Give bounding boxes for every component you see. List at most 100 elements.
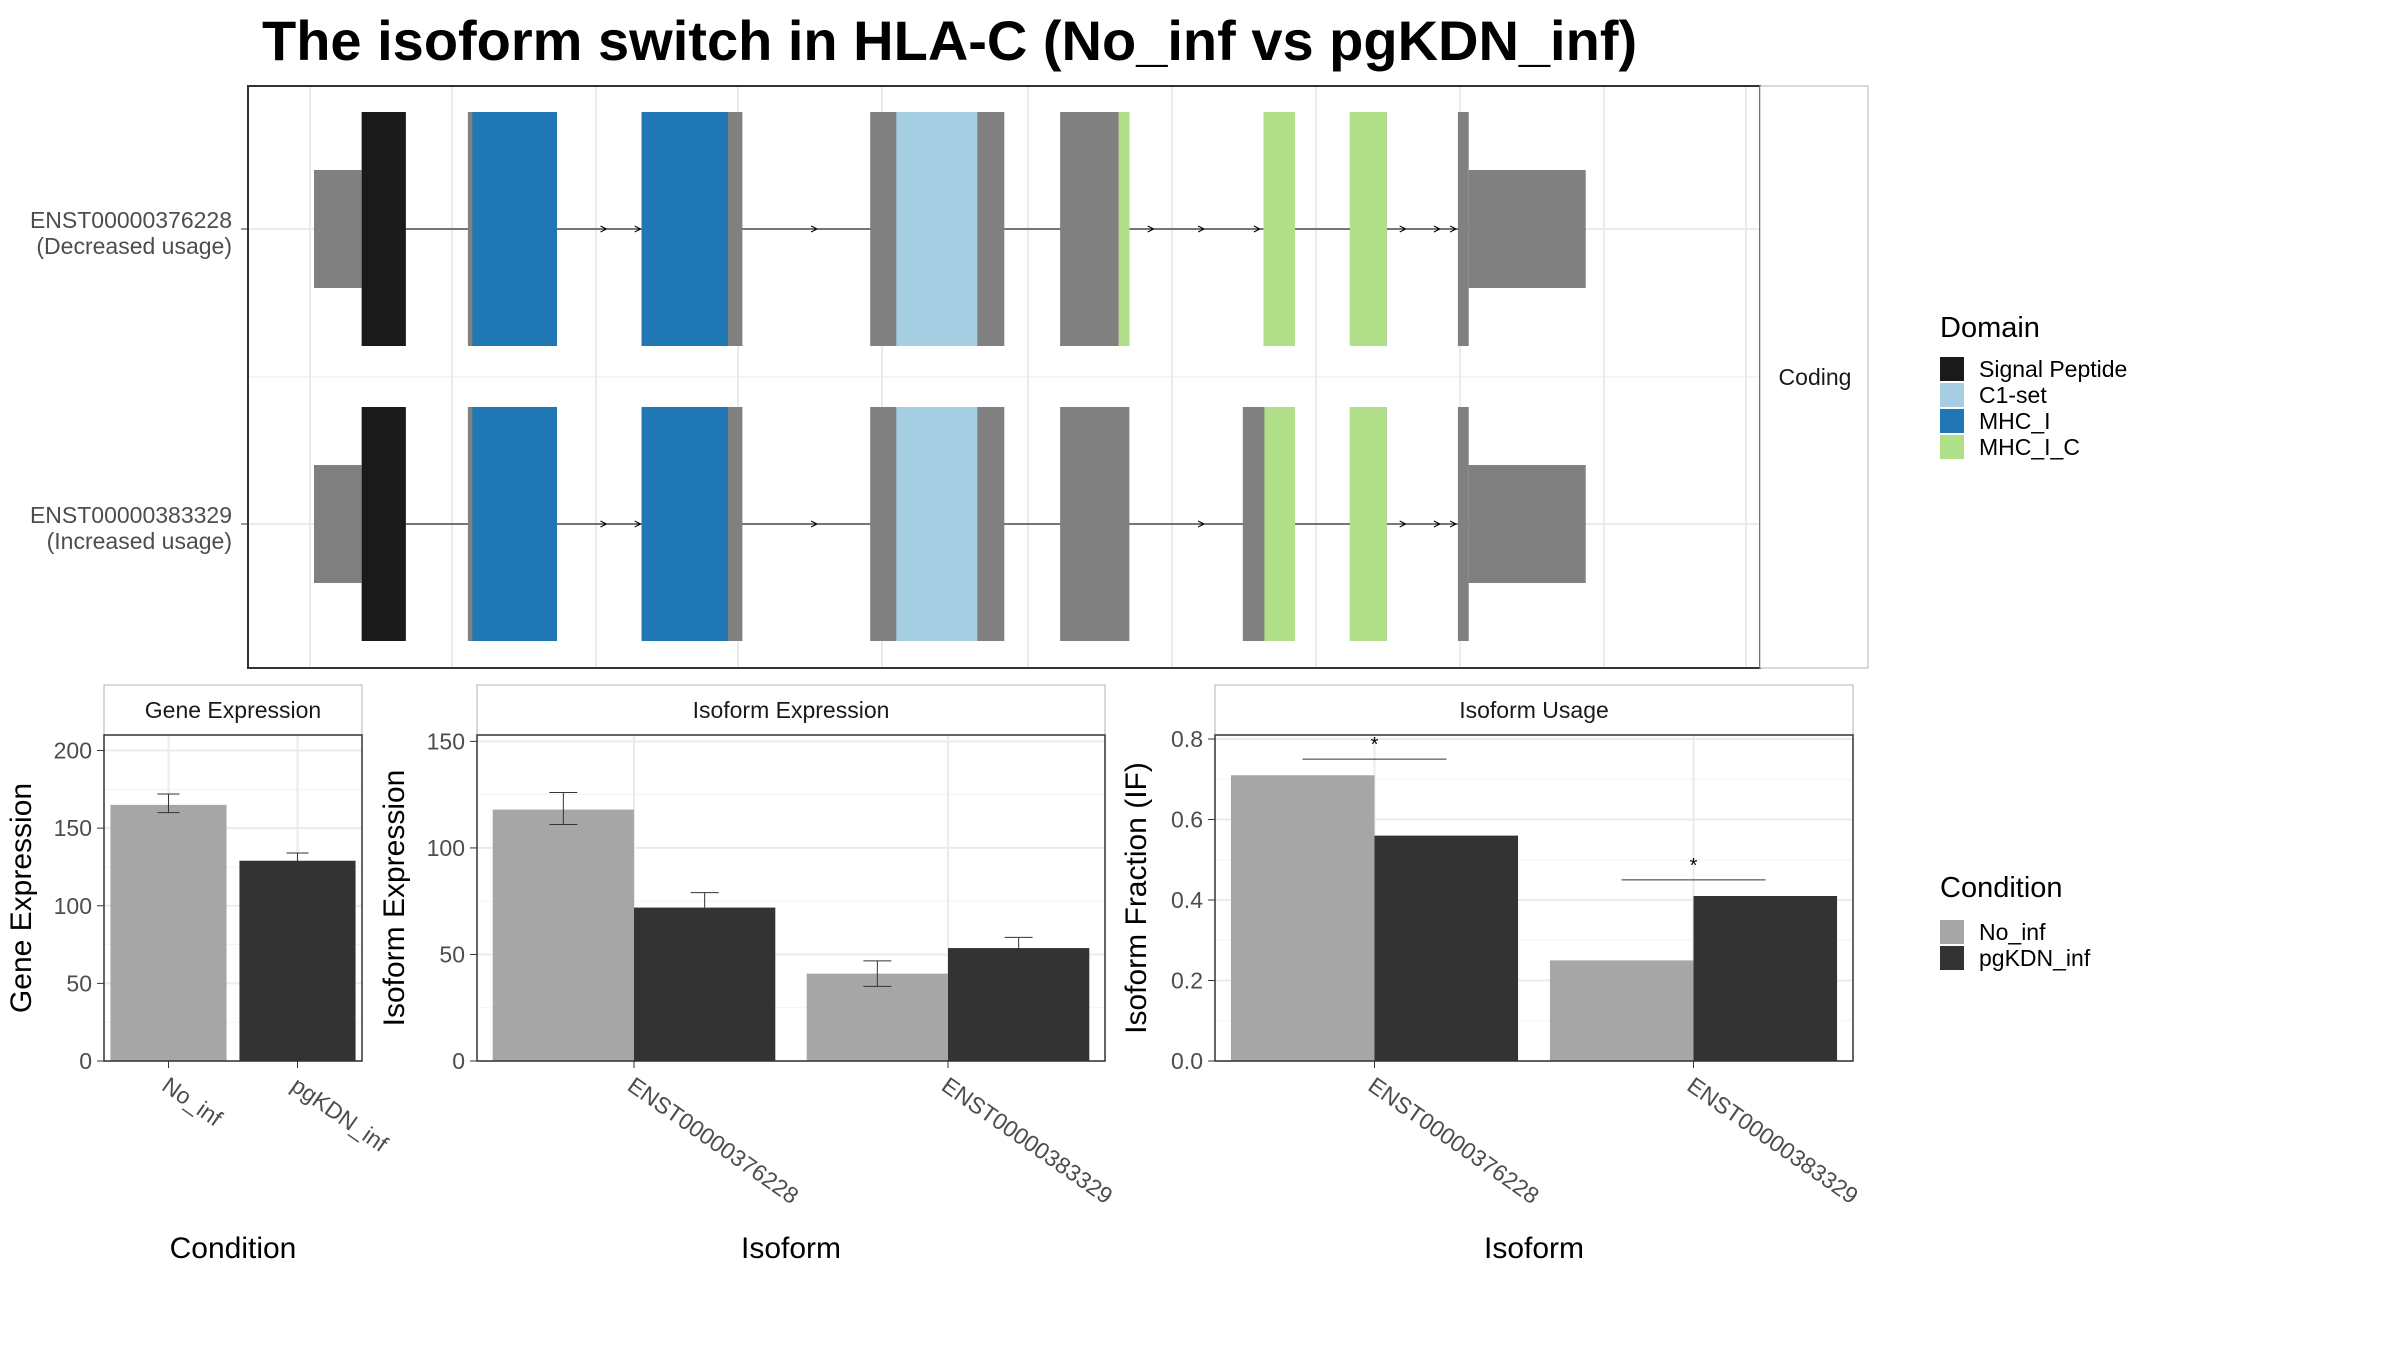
intron-direction-arrow (634, 225, 642, 233)
x-tick-label: pgKDN_inf (287, 1072, 394, 1157)
coding-exon (1457, 112, 1469, 346)
intron-direction-arrow (1197, 520, 1206, 528)
isoform-label: ENST00000376228 (30, 207, 232, 233)
x-tick-label: ENST00000376228 (1364, 1072, 1544, 1209)
y-axis-title: Isoform Expression (378, 770, 411, 1027)
strip (103, 684, 363, 736)
condition-legend-key-pgkdn-inf (1940, 946, 1964, 970)
x-axis-title: Condition (170, 1232, 297, 1265)
panel-border (103, 734, 363, 1062)
bar-pgkdn-inf (1374, 835, 1519, 1061)
domain-legend-label: MHC_I (1979, 408, 2051, 434)
domain-c1-set (896, 112, 978, 346)
structure-strip (1759, 85, 1869, 669)
condition-legend-label: pgKDN_inf (1979, 945, 2091, 971)
intron-direction-arrow (1433, 225, 1442, 233)
domain-legend-key-mhc-i (1940, 409, 1964, 433)
condition-legend-key-no-inf (1940, 920, 1964, 944)
bar-no-inf (806, 973, 948, 1061)
strip-label: Isoform Expression (693, 697, 890, 723)
intron-direction-arrow (1449, 520, 1458, 528)
y-tick-label: 50 (439, 941, 465, 967)
intron-direction-arrow (1433, 520, 1442, 528)
strip (476, 684, 1106, 736)
domain-mhc-i (472, 112, 557, 346)
domain-legend-label: MHC_I_C (1979, 434, 2080, 460)
gene-structure-panel: ENST00000376228(Decreased usage) ENST0000… (30, 85, 1869, 669)
strip-label: Isoform Usage (1459, 697, 1609, 723)
structure-strip-label: Coding (1779, 364, 1852, 390)
y-tick-label: 0.8 (1171, 726, 1203, 752)
condition-legend-title: Condition (1940, 872, 2063, 904)
intron-direction-arrow (1253, 225, 1262, 233)
bar-no-inf (110, 804, 227, 1061)
isoform-usage-panel: Isoform Usage 0.0 0.2 0.4 0.6 0.8 * * ENST000003… (1120, 684, 1863, 1265)
coding-exon (1457, 407, 1469, 641)
x-tick-label: ENST00000376228 (623, 1072, 803, 1209)
intron-direction-arrow (1399, 520, 1407, 528)
bar-pgkdn-inf (634, 907, 776, 1061)
y-tick-label: 100 (427, 835, 465, 861)
y-tick-label: 100 (54, 893, 92, 919)
bar-pgkdn-inf (239, 860, 356, 1061)
utr-exon (314, 465, 362, 583)
intron-direction-arrow (1449, 225, 1458, 233)
utr-exon (1468, 465, 1586, 583)
utr-exon (314, 170, 362, 288)
strip-label: Gene Expression (145, 697, 321, 723)
y-tick-label: 0.0 (1171, 1048, 1203, 1074)
domain-legend-key-mhc-i-c (1940, 435, 1964, 459)
bar-no-inf (492, 809, 634, 1061)
isoform-label: ENST00000383329 (30, 502, 232, 528)
x-tick-label: ENST00000383329 (937, 1072, 1117, 1209)
y-axis-title: Isoform Fraction (IF) (1120, 762, 1153, 1034)
strip (1214, 684, 1854, 736)
bar-pgkdn-inf (948, 948, 1090, 1061)
coding-exon (1060, 407, 1130, 641)
y-tick-label: 0.4 (1171, 887, 1203, 913)
domain-mhc-i-c (1349, 112, 1387, 346)
y-tick-label: 50 (66, 970, 92, 996)
intron-direction-arrow (810, 520, 819, 528)
coding-exon (1060, 112, 1130, 346)
panel-border (1214, 734, 1854, 1062)
page-title: The isoform switch in HLA-C (No_inf vs p… (262, 9, 1638, 72)
y-tick-label: 150 (54, 815, 92, 841)
intron-direction-arrow (1147, 225, 1155, 233)
domain-mhc-i-c (1118, 112, 1130, 346)
domain-mhc-i-c (1349, 407, 1387, 641)
domain-signal-peptide (361, 407, 406, 641)
y-axis-title: Gene Expression (5, 783, 38, 1013)
domain-c1-set (896, 407, 978, 641)
panel-border (476, 734, 1106, 1062)
bar-no-inf (1230, 775, 1375, 1061)
significance-label: * (1690, 855, 1698, 877)
y-tick-label: 0.2 (1171, 968, 1203, 994)
domain-legend-key-c1-set (1940, 383, 1964, 407)
significance-label: * (1371, 734, 1379, 756)
y-tick-label: 150 (427, 728, 465, 754)
domain-mhc-i-c (1263, 112, 1295, 346)
bar-no-inf (1549, 960, 1694, 1061)
domain-mhc-i (641, 112, 728, 346)
x-axis-title: Isoform (1484, 1232, 1584, 1265)
y-tick-label: 0.6 (1171, 807, 1203, 833)
isoform-usage-label: (Increased usage) (47, 528, 232, 554)
domain-legend-label: Signal Peptide (1979, 356, 2127, 382)
intron-direction-arrow (634, 520, 642, 528)
intron-direction-arrow (600, 520, 608, 528)
condition-legend-label: No_inf (1979, 919, 2046, 945)
isoform-usage-label: (Decreased usage) (36, 233, 232, 259)
intron-direction-arrow (1197, 225, 1206, 233)
intron-direction-arrow (1399, 225, 1407, 233)
isoform-expression-panel: Isoform Expression 0 50 100 150 ENST000003762… (378, 684, 1118, 1265)
domain-legend-label: C1-set (1979, 382, 2047, 408)
utr-exon (1468, 170, 1586, 288)
intron-direction-arrow (600, 225, 608, 233)
x-tick-label: No_inf (158, 1072, 228, 1132)
y-tick-label: 0 (452, 1048, 465, 1074)
domain-mhc-i (641, 407, 728, 641)
